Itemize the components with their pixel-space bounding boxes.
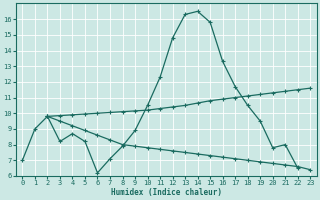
X-axis label: Humidex (Indice chaleur): Humidex (Indice chaleur): [111, 188, 222, 197]
